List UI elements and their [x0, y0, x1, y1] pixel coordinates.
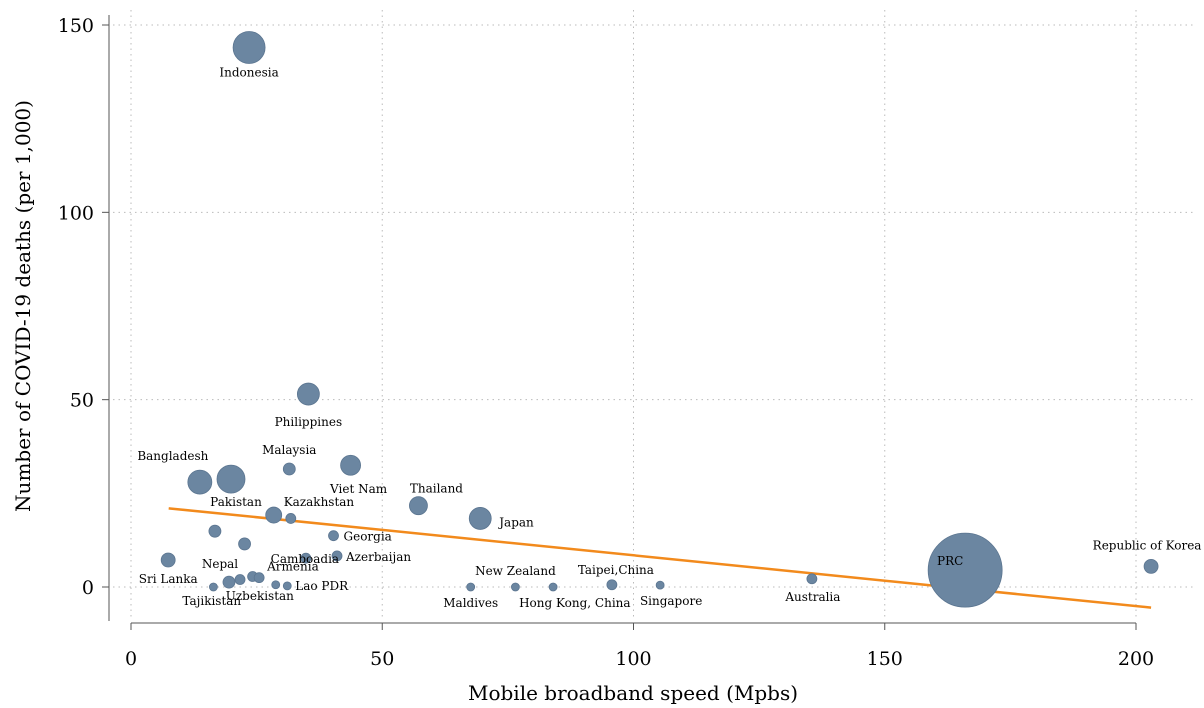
point-labels: Indonesia Philippines Bangladesh Pakistan Ma…: [137, 65, 1201, 610]
data-point: [806, 573, 818, 585]
x-tick-label: 0: [125, 648, 137, 670]
y-tick-label: 100: [58, 202, 94, 224]
point-label: Republic of Korea: [1093, 538, 1202, 552]
y-tick-label: 150: [58, 15, 94, 37]
axes: 0 50 100 150 200 0 50 100 150: [58, 15, 1154, 670]
data-point: [548, 582, 558, 592]
data-point: [265, 506, 283, 524]
point-label: Georgia: [344, 530, 392, 544]
point-label: Kazakhstan: [284, 495, 355, 509]
data-point: [655, 580, 665, 590]
data-point: [209, 582, 218, 592]
data-point: [285, 513, 297, 524]
point-label: Thailand: [410, 482, 463, 496]
point-label: PRC: [937, 554, 963, 568]
data-point: [208, 524, 222, 538]
data-point: [253, 572, 265, 584]
point-label: Australia: [784, 590, 840, 604]
data-point: [160, 552, 176, 568]
point-label: Philippines: [275, 415, 343, 429]
point-label: Lao PDR: [295, 579, 349, 593]
data-point: [328, 530, 339, 542]
data-point: [238, 537, 251, 551]
point-label: Taipei,China: [578, 563, 654, 577]
point-label: Azerbaijan: [345, 550, 411, 564]
data-point: [216, 464, 246, 494]
data-point: [927, 532, 1003, 608]
data-point: [331, 550, 343, 562]
grid-lines: [113, 10, 1195, 619]
data-point: [468, 507, 492, 530]
point-label: Japan: [497, 515, 534, 529]
y-tick-label: 50: [70, 390, 94, 412]
data-point: [340, 454, 361, 476]
points: [160, 31, 1159, 608]
data-point: [282, 581, 292, 591]
point-label: Tajikistan: [182, 594, 241, 608]
data-point: [300, 552, 312, 564]
point-label: Sri Lanka: [139, 572, 198, 586]
point-label: Bangladesh: [137, 449, 208, 463]
x-tick-label: 100: [615, 648, 651, 670]
data-point: [234, 574, 246, 585]
point-label: Malaysia: [262, 443, 316, 457]
point-label: Maldives: [443, 596, 498, 610]
data-point: [296, 382, 320, 406]
y-tick-label: 0: [82, 577, 94, 599]
data-point: [511, 582, 520, 592]
data-point: [466, 582, 476, 592]
point-label: Uzbekistan: [226, 589, 294, 603]
point-label: Indonesia: [219, 65, 278, 79]
point-label: Nepal: [202, 557, 238, 571]
x-axis-title: Mobile broadband speed (Mpbs): [468, 681, 798, 705]
point-label: Pakistan: [210, 495, 262, 509]
x-tick-label: 200: [1118, 648, 1154, 670]
point-label: Armenia: [266, 560, 319, 574]
point-label: Camboadia: [271, 552, 339, 566]
data-point: [187, 469, 213, 495]
x-tick-label: 50: [370, 648, 394, 670]
data-point: [232, 31, 266, 64]
data-point: [271, 580, 281, 590]
data-point: [409, 496, 428, 516]
point-label: Viet Nam: [329, 482, 388, 496]
x-tick-label: 150: [867, 648, 903, 670]
point-label: Singapore: [640, 594, 702, 608]
data-point: [1143, 558, 1159, 574]
data-point: [222, 575, 236, 589]
data-point: [282, 462, 296, 476]
point-label: Hong Kong, China: [519, 596, 630, 610]
y-axis-title: Number of COVID-19 deaths (per 1,000): [11, 100, 35, 512]
point-label: New Zealand: [475, 564, 556, 578]
data-point: [606, 579, 618, 591]
